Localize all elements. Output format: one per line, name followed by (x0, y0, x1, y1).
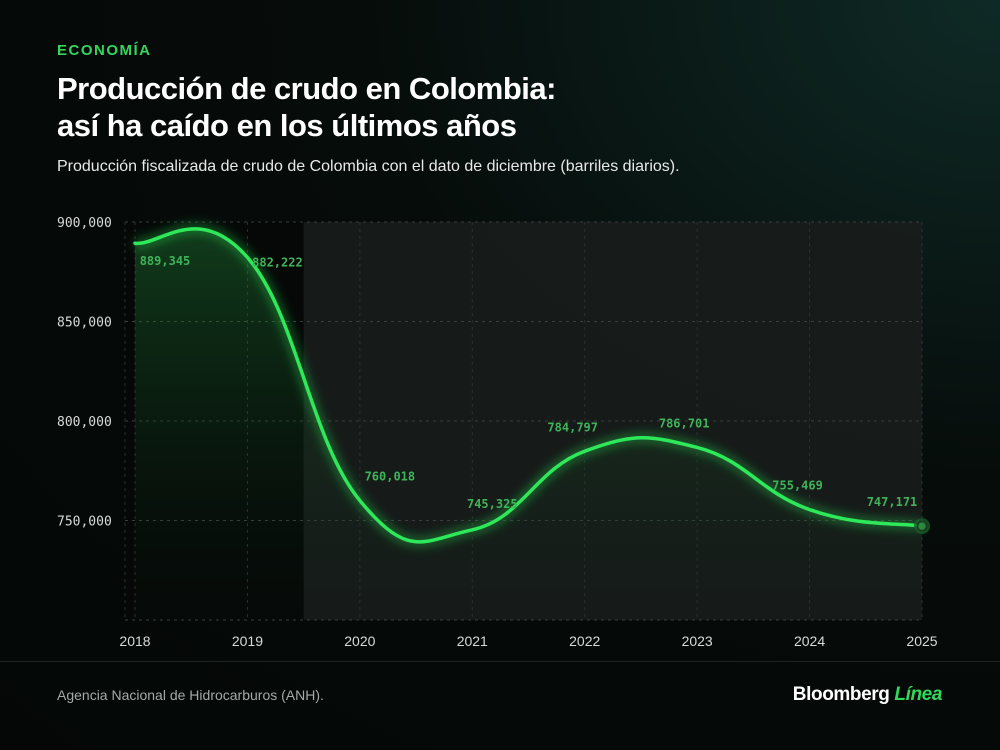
x-tick-label: 2020 (344, 633, 375, 649)
chart-subtitle: Producción fiscalizada de crudo de Colom… (57, 158, 680, 175)
data-label: 745,325 (467, 497, 518, 511)
logo-brand: Bloomberg (792, 684, 890, 705)
x-tick-label: 2023 (682, 633, 713, 649)
chart-title: Producción de crudo en Colombia: así ha … (57, 70, 556, 144)
x-tick-label: 2021 (457, 633, 488, 649)
data-label: 747,171 (867, 495, 918, 509)
section-label: ECONOMÍA (57, 42, 152, 59)
x-tick-label: 2018 (119, 633, 150, 649)
y-tick-label: 850,000 (57, 316, 112, 331)
title-line-1: Producción de crudo en Colombia: (57, 71, 556, 106)
data-label: 784,797 (547, 420, 598, 434)
footer-divider (0, 661, 1000, 662)
data-label: 882,222 (252, 255, 303, 269)
y-tick-label: 750,000 (57, 515, 112, 530)
y-tick-label: 800,000 (57, 415, 112, 430)
y-tick-label: 900,000 (57, 216, 112, 231)
last-point-marker (916, 520, 928, 532)
data-label: 889,345 (140, 254, 191, 268)
data-label: 755,469 (772, 479, 823, 493)
series-line (133, 227, 924, 544)
series-area (135, 228, 922, 620)
source-note: Agencia Nacional de Hidrocarburos (ANH). (57, 687, 324, 703)
x-tick-label: 2019 (232, 633, 263, 649)
data-label: 786,701 (659, 416, 710, 430)
line-chart: 889,345 882,222 760,018 745,325 784,797 786,7… (57, 216, 938, 649)
data-label: 760,018 (365, 470, 416, 484)
title-line-2: así ha caído en los últimos años (57, 108, 517, 143)
x-tick-label: 2025 (906, 633, 937, 649)
x-tick-label: 2022 (569, 633, 600, 649)
bloomberg-linea-logo: Bloomberg Línea (792, 684, 943, 706)
logo-accent: Línea (894, 684, 942, 705)
x-tick-label: 2024 (794, 633, 825, 649)
